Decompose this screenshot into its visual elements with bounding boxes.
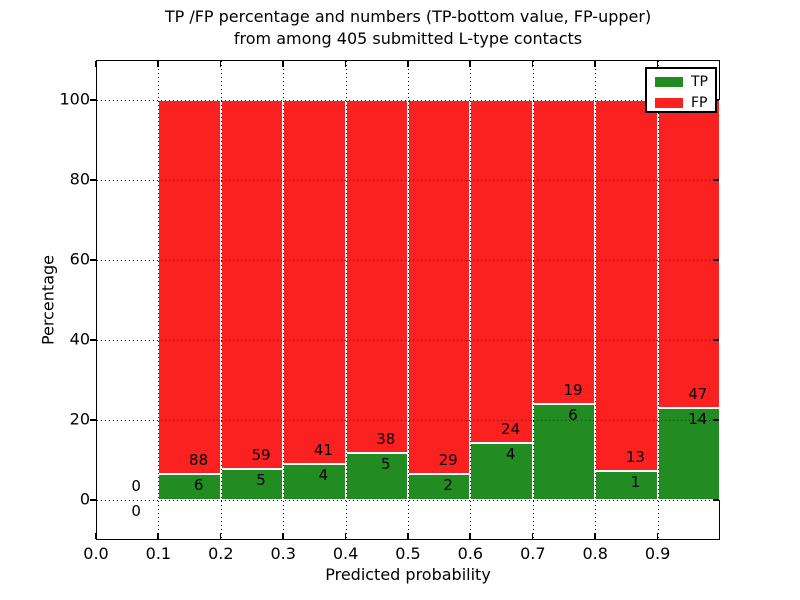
- y-tick-label: 0: [79, 489, 90, 509]
- x-tick-label: 0.3: [270, 544, 296, 563]
- x-tick-label: 0.4: [332, 544, 359, 563]
- x-tick-label: 0.5: [395, 544, 421, 563]
- tp-legend-swatch: [655, 77, 683, 87]
- chart-title: TP /FP percentage and numbers (TP-bottom…: [96, 6, 720, 50]
- x-tick-label: 0.1: [145, 544, 172, 563]
- y-axis-label: Percentage: [38, 254, 58, 346]
- chart-title-line1: TP /FP percentage and numbers (TP-bottom…: [164, 7, 652, 26]
- chart-title-line2: from among 405 submitted L-type contacts: [233, 29, 583, 48]
- legend: TP FP: [645, 67, 717, 113]
- x-tick-label: 0.7: [520, 544, 546, 563]
- fp-legend-swatch: [655, 98, 683, 108]
- x-tick-label: 0.8: [582, 544, 608, 563]
- x-tick-label: 0.0: [83, 544, 109, 563]
- y-tick-label: 20: [69, 409, 90, 429]
- legend-item-tp: TP: [647, 74, 715, 90]
- x-tick-label: 0.9: [644, 544, 671, 563]
- x-axis-label: Predicted probability: [325, 565, 491, 584]
- y-tick-label: 100: [59, 89, 90, 109]
- fp-legend-label: FP: [691, 95, 708, 111]
- x-tick-label: 0.6: [457, 544, 484, 563]
- legend-item-fp: FP: [647, 95, 715, 111]
- x-tick-label: 0.2: [208, 544, 234, 563]
- plot-area: [96, 60, 720, 540]
- tp-legend-label: TP: [691, 74, 708, 90]
- y-tick-label: 80: [69, 169, 90, 189]
